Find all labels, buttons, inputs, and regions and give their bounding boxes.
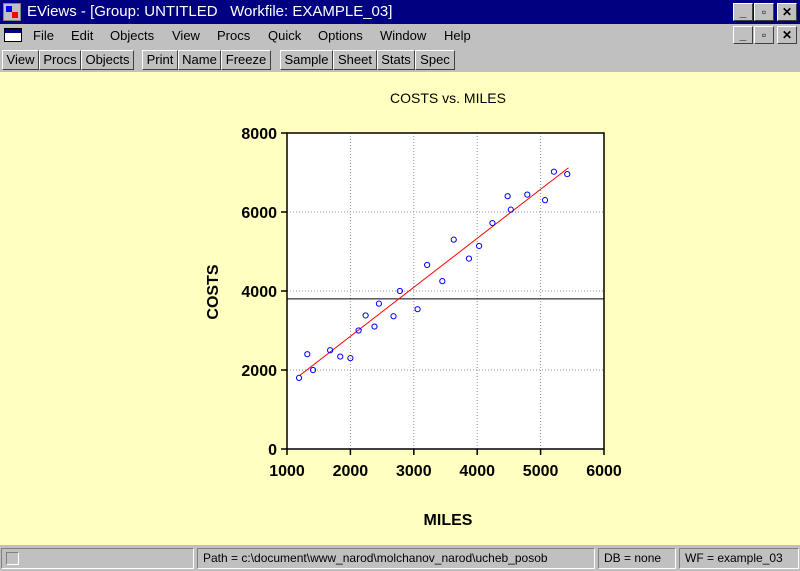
- y-tick-label: 4000: [241, 284, 277, 301]
- eviews-app-icon[interactable]: [3, 3, 21, 21]
- y-tick-label: 8000: [241, 126, 277, 143]
- data-marks: [287, 167, 604, 381]
- x-tick-label: 4000: [459, 463, 495, 480]
- menu-procs[interactable]: Procs: [217, 28, 251, 43]
- toolbar-procs-button[interactable]: Procs: [39, 50, 81, 70]
- y-tick-label: 2000: [241, 363, 277, 380]
- y-tick-label: 6000: [241, 205, 277, 222]
- status-path: Path = c:\document\www_narod\molchanov_n…: [197, 548, 595, 569]
- regression-line: [299, 167, 569, 376]
- scatter-chart: COSTS vs. MILES 1000 2000 3000 4000 5000 6000…: [205, 90, 622, 529]
- status-command-cell: [1, 548, 194, 569]
- minimize-doc-button[interactable]: _: [733, 26, 753, 44]
- x-tick-label: 2000: [333, 463, 369, 480]
- window-title: EViews - [Group: UNTITLED Workfile: EXAM…: [27, 3, 393, 20]
- toolbar-objects-button[interactable]: Objects: [81, 50, 134, 70]
- data-point: [390, 313, 397, 320]
- status-bar: Path = c:\document\www_narod\molchanov_n…: [0, 545, 800, 571]
- y-axis-label: COSTS: [205, 264, 222, 319]
- data-point: [564, 170, 571, 178]
- toolbar-spec-button[interactable]: Spec: [415, 50, 455, 70]
- data-point: [476, 242, 483, 250]
- data-point: [295, 374, 303, 381]
- menu-window[interactable]: Window: [380, 28, 427, 43]
- x-tick-label: 3000: [396, 463, 432, 480]
- menu-file[interactable]: File: [33, 28, 54, 43]
- data-point: [465, 255, 473, 262]
- data-point: [371, 323, 378, 330]
- x-tick-label: 6000: [586, 463, 622, 480]
- menu-bar: File Edit Objects View Procs Quick Optio…: [0, 24, 800, 47]
- grid-lines: [287, 133, 604, 449]
- status-indicator: [6, 552, 19, 565]
- data-point: [375, 300, 383, 307]
- data-point: [424, 261, 431, 269]
- restore-doc-button[interactable]: ▫: [754, 26, 774, 44]
- data-point: [327, 347, 334, 354]
- group-toolbar: View Procs Objects Print Name Freeze Sam…: [0, 48, 800, 71]
- data-point: [450, 236, 457, 243]
- axes: 1000 2000 3000 4000 5000 6000 0 2000 4000 6000 800…: [241, 126, 621, 480]
- title-bar: EViews - [Group: UNTITLED Workfile: EXAM…: [0, 0, 800, 24]
- plot-area: [287, 133, 604, 449]
- menu-view[interactable]: View: [172, 28, 200, 43]
- data-point: [347, 355, 354, 362]
- menu-edit[interactable]: Edit: [71, 28, 94, 43]
- toolbar-freeze-button[interactable]: Freeze: [221, 50, 271, 70]
- menu-options[interactable]: Options: [318, 28, 363, 43]
- toolbar-print-button[interactable]: Print: [142, 50, 178, 70]
- x-tick-label: 1000: [269, 463, 305, 480]
- minimize-app-button[interactable]: _: [733, 3, 753, 21]
- close-doc-button[interactable]: ✕: [777, 26, 797, 44]
- toolbar-stats-button[interactable]: Stats: [377, 50, 415, 70]
- data-point: [414, 306, 421, 313]
- data-point: [337, 353, 344, 360]
- data-point: [439, 278, 446, 285]
- y-tick-label: 0: [268, 442, 277, 459]
- data-point: [309, 366, 317, 374]
- graph-view[interactable]: COSTS vs. MILES 1000 2000 3000 4000 5000 6000…: [0, 72, 800, 545]
- toolbar-name-button[interactable]: Name: [178, 50, 221, 70]
- data-point: [355, 327, 362, 334]
- toolbar-sheet-button[interactable]: Sheet: [333, 50, 377, 70]
- close-app-button[interactable]: ✕: [777, 3, 797, 21]
- data-point: [304, 351, 311, 358]
- data-point: [524, 191, 531, 198]
- data-point: [507, 206, 514, 213]
- data-point: [396, 287, 403, 295]
- document-window-icon[interactable]: [4, 28, 22, 42]
- chart-title: COSTS vs. MILES: [390, 90, 506, 106]
- menu-help[interactable]: Help: [444, 28, 471, 43]
- data-point: [489, 219, 496, 227]
- menu-objects[interactable]: Objects: [110, 28, 155, 43]
- toolbar-view-button[interactable]: View: [2, 50, 39, 70]
- status-db: DB = none: [598, 548, 676, 569]
- x-axis-label: MILES: [424, 512, 473, 529]
- status-wf: WF = example_03: [679, 548, 799, 569]
- x-tick-label: 5000: [523, 463, 559, 480]
- restore-app-button[interactable]: ▫: [754, 3, 774, 21]
- data-point: [362, 312, 369, 319]
- data-point: [541, 197, 549, 204]
- toolbar-sample-button[interactable]: Sample: [280, 50, 333, 70]
- data-point: [504, 193, 511, 200]
- data-point: [550, 168, 558, 175]
- menu-quick[interactable]: Quick: [268, 28, 302, 43]
